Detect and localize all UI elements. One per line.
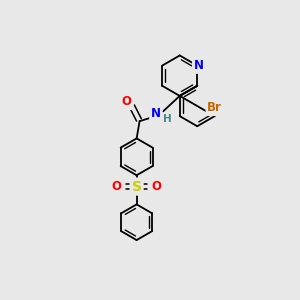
Text: N: N xyxy=(151,107,161,120)
Text: O: O xyxy=(111,180,122,193)
Text: S: S xyxy=(132,180,142,194)
Text: O: O xyxy=(152,180,162,193)
Text: O: O xyxy=(122,95,132,108)
Text: Br: Br xyxy=(207,101,222,114)
Text: H: H xyxy=(163,114,172,124)
Text: N: N xyxy=(194,59,204,72)
